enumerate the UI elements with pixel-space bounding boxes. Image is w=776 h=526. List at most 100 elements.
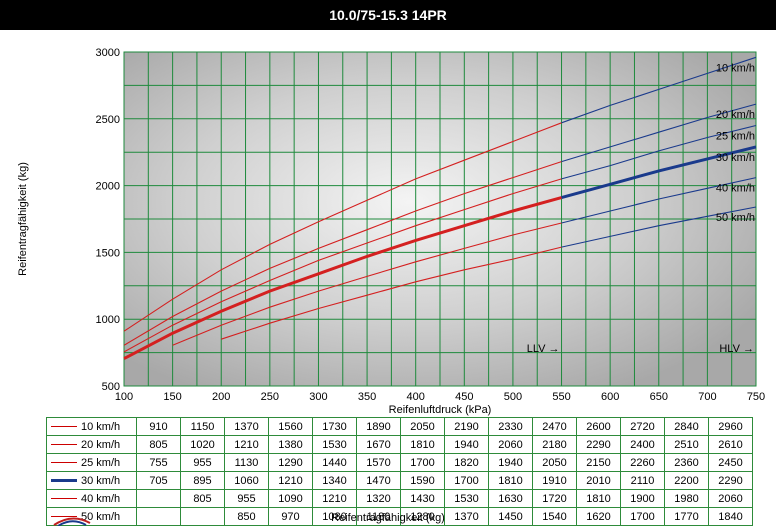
series-line-50kmh-high (561, 206, 757, 248)
table-cell: 1060 (224, 471, 269, 490)
table-cell: 1700 (400, 453, 445, 472)
table-cell: 1090 (268, 489, 313, 508)
y-tick-label: 1000 (96, 314, 120, 326)
table-cell: 1910 (532, 471, 577, 490)
table-cell: 2010 (576, 471, 621, 490)
table-cell: 1340 (312, 471, 357, 490)
table-cell: 1320 (356, 489, 401, 508)
table-cell: 2290 (576, 435, 621, 454)
table-cell: 955 (224, 489, 269, 508)
series-labels: 10 km/h 20 km/h 25 km/h 30 km/h 40 km/h 50 km… (527, 62, 755, 355)
table-cell: 970 (268, 507, 313, 526)
table-cell: 895 (180, 471, 225, 490)
table-row-label: 40 km/h (46, 489, 137, 508)
x-axis-label: Reifenluftdruck (kPa) (389, 404, 492, 416)
table-cell: 2400 (620, 435, 665, 454)
table-cell: 1670 (356, 435, 401, 454)
legend-swatch (51, 426, 77, 428)
table-cell: 1940 (488, 453, 533, 472)
table-cell: 1540 (532, 507, 577, 526)
table-cell: 1370 (444, 507, 489, 526)
series-line-30kmh-low (123, 196, 562, 360)
table-cell: 1430 (400, 489, 445, 508)
table-cell: 1720 (532, 489, 577, 508)
legend-swatch (51, 444, 77, 446)
table-cell: 1290 (268, 453, 313, 472)
table-cell: 1590 (400, 471, 445, 490)
table-cell: 1810 (400, 435, 445, 454)
table-row: 10 km/h 910 1150 1370 1560 1730 1890 2050 2190 23… (46, 417, 753, 436)
table-cell: 2330 (488, 417, 533, 436)
annotation-label: HLV → (719, 343, 754, 355)
table-row: 25 km/h 755 955 1130 1290 1440 1570 1700 1820 194… (46, 453, 753, 472)
series-label: 10 km/h (716, 62, 755, 74)
y-tick-label: 500 (102, 381, 120, 393)
table-cell: 1080 (312, 507, 357, 526)
table-cell: 1820 (444, 453, 489, 472)
table-row-label: 25 km/h (46, 453, 137, 472)
table-cell: 1210 (312, 489, 357, 508)
x-tick-label: 350 (358, 391, 376, 403)
table-cell (136, 489, 181, 508)
table-cell: 1150 (180, 417, 225, 436)
table-cell: 1530 (444, 489, 489, 508)
table-cell: 2150 (576, 453, 621, 472)
series-label: 50 km/h (716, 212, 755, 224)
x-tick-label: 750 (747, 391, 765, 403)
x-tick-label: 250 (261, 391, 279, 403)
table-cell: 1530 (312, 435, 357, 454)
table-cell: 2050 (532, 453, 577, 472)
table-cell: 2360 (664, 453, 709, 472)
x-tick-label: 150 (163, 391, 181, 403)
table-cell: 1770 (664, 507, 709, 526)
y-tick-label: 2500 (96, 114, 120, 126)
series-label: 25 km/h (716, 130, 755, 142)
legend-label: 40 km/h (81, 492, 121, 505)
table-cell: 1570 (356, 453, 401, 472)
table-cell: 2510 (664, 435, 709, 454)
table-cell: 1130 (224, 453, 269, 472)
table-cell: 1810 (576, 489, 621, 508)
table-cell: 705 (136, 471, 181, 490)
table-cell: 2190 (444, 417, 489, 436)
x-tick-label: 600 (601, 391, 619, 403)
y-tick-label: 2000 (96, 181, 120, 193)
series-label: 20 km/h (716, 109, 755, 121)
table-cell: 1620 (576, 507, 621, 526)
legend-swatch (51, 498, 77, 500)
load-capacity-chart: 10 km/h 20 km/h 25 km/h 30 km/h 40 km/h 50 km… (17, 47, 766, 416)
series-line-10kmh-high (561, 56, 757, 124)
series-label: 40 km/h (716, 183, 755, 195)
table-cell: 1210 (224, 435, 269, 454)
table-cell: 1900 (620, 489, 665, 508)
axis-ticks: 100 150 200 250 300 350 400 450 500 550 600 650 700 7… (96, 47, 766, 403)
y-tick-label: 1500 (96, 247, 120, 259)
legend-label: 25 km/h (81, 456, 121, 469)
legend-label: 20 km/h (81, 438, 121, 451)
table-cell: 1440 (312, 453, 357, 472)
table-cell: 755 (136, 453, 181, 472)
table-cell: 2050 (400, 417, 445, 436)
table-cell: 1020 (180, 435, 225, 454)
brand-logo (53, 517, 91, 526)
table-cell: 2060 (488, 435, 533, 454)
table-caption: Reifentragfähigkeit (kg) (331, 512, 445, 524)
table-cell: 2290 (708, 471, 753, 490)
table-cell: 2260 (620, 453, 665, 472)
table-cell: 1210 (268, 471, 313, 490)
x-tick-label: 650 (650, 391, 668, 403)
table-cell: 2720 (620, 417, 665, 436)
annotation-label: LLV → (527, 343, 560, 355)
table-cell: 2450 (708, 453, 753, 472)
table-row: 30 km/h 705 895 1060 1210 1340 1470 1590 1700 181… (46, 471, 753, 490)
table-row: 50 km/h 850 970 1080 1180 1280 1370 1450 1540 162… (46, 507, 753, 526)
x-tick-label: 300 (309, 391, 327, 403)
legend-label: 10 km/h (81, 420, 121, 433)
table-cell: 1940 (444, 435, 489, 454)
x-tick-label: 700 (698, 391, 716, 403)
series-line-40kmh-low (172, 222, 562, 346)
plot-border (123, 51, 757, 387)
legend-swatch (51, 462, 77, 464)
table-row-label: 30 km/h (46, 471, 137, 490)
table-row: 40 km/h 805 955 1090 1210 1320 1430 1530 1630 172… (46, 489, 753, 508)
